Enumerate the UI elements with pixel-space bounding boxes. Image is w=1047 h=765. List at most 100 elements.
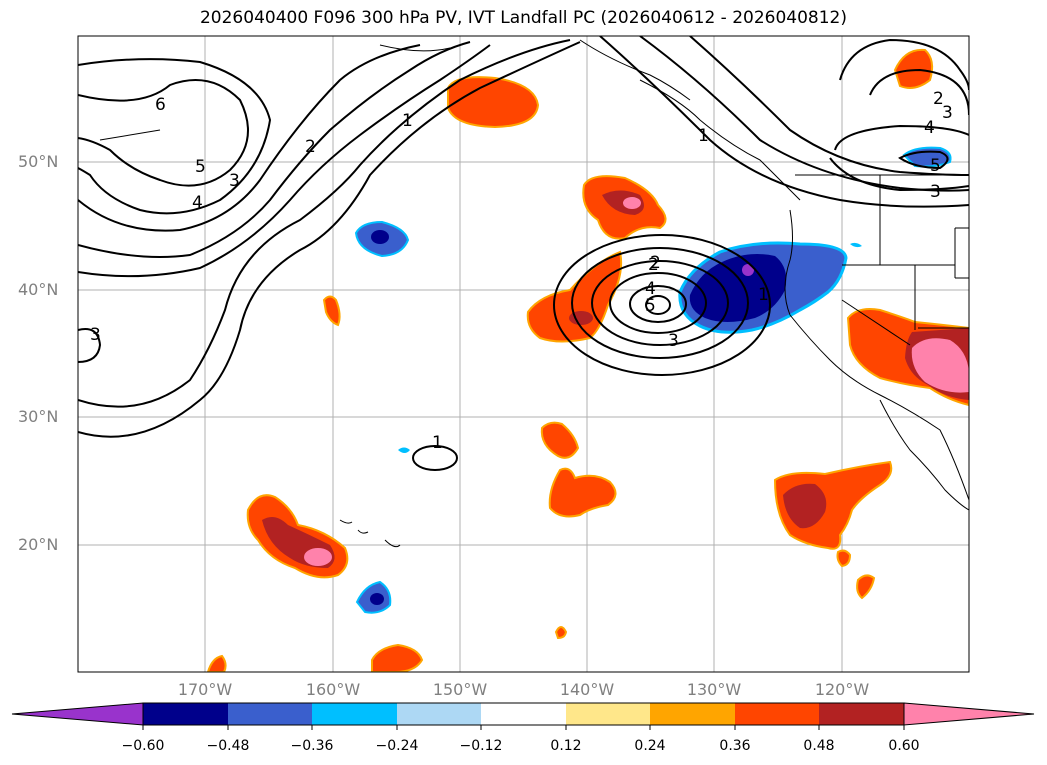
colorbar bbox=[11, 702, 1035, 730]
positive-anomaly-fills bbox=[206, 48, 969, 672]
colorbar-segment bbox=[819, 703, 904, 725]
colorbar-tick-label: 0.60 bbox=[888, 738, 920, 754]
fill-blob bbox=[370, 593, 384, 605]
fill-blob bbox=[742, 264, 754, 276]
colorbar-tick-label: 0.48 bbox=[803, 738, 835, 754]
coastline bbox=[384, 539, 401, 548]
contour-line bbox=[78, 41, 581, 438]
fill-blob bbox=[398, 447, 410, 453]
colorbar-tick-label: 0.24 bbox=[634, 738, 666, 754]
colorbar-segment bbox=[735, 703, 819, 725]
pv-contours bbox=[78, 36, 969, 471]
coastline bbox=[639, 79, 801, 201]
contour-label: 3 bbox=[942, 103, 953, 123]
longitude-label: 170°W bbox=[177, 680, 233, 699]
contour-line bbox=[689, 36, 969, 176]
coastlines bbox=[99, 39, 969, 548]
map-title: 2026040400 F096 300 hPa PV, IVT Landfall… bbox=[199, 8, 847, 28]
coastline bbox=[339, 519, 353, 524]
contour-line bbox=[645, 295, 671, 315]
colorbar-segment bbox=[397, 703, 481, 725]
contour-label: 5 bbox=[930, 156, 941, 176]
fill-blob bbox=[856, 574, 876, 600]
fill-blob bbox=[304, 548, 332, 566]
fill-blob bbox=[540, 421, 580, 459]
contour-label: 2 bbox=[650, 253, 661, 273]
contour-line bbox=[898, 150, 949, 170]
contour-label: 4 bbox=[924, 118, 935, 138]
contour-line bbox=[834, 124, 969, 151]
fill-blob bbox=[893, 48, 934, 89]
contour-label: 3 bbox=[668, 331, 679, 351]
fill-blob bbox=[322, 295, 341, 327]
colorbar-extend-high bbox=[903, 702, 1035, 726]
plot-frame bbox=[77, 35, 970, 673]
colorbar-segment bbox=[143, 703, 228, 725]
colorbar-tick-label: −0.60 bbox=[121, 738, 165, 754]
contour-label: 4 bbox=[192, 193, 203, 213]
colorbar-segment bbox=[228, 703, 312, 725]
fill-blob bbox=[689, 254, 787, 322]
contour-label: 1 bbox=[402, 111, 413, 131]
colorbar-segment bbox=[312, 703, 397, 725]
contour-line bbox=[78, 328, 102, 363]
colorbar-tick-label: −0.12 bbox=[459, 738, 503, 754]
contour-line bbox=[78, 44, 421, 232]
contour-label: 5 bbox=[195, 157, 206, 177]
contour-labels: 6 5 4 3 2 1 3 2 1 1 2 4 5 3 1 2 3 4 5 3 bbox=[90, 89, 953, 453]
contour-line bbox=[629, 285, 687, 323]
colorbar-segment bbox=[650, 703, 735, 725]
fill-blob bbox=[911, 338, 969, 393]
colorbar-tick-label: 0.36 bbox=[719, 738, 751, 754]
fill-blob bbox=[569, 311, 593, 325]
colorbar-segment bbox=[481, 703, 566, 725]
contour-line bbox=[599, 36, 969, 208]
contour-line bbox=[412, 445, 458, 471]
fill-blob bbox=[623, 197, 641, 209]
colorbar-extend-low bbox=[11, 702, 144, 726]
contour-line bbox=[591, 260, 729, 346]
contour-line bbox=[78, 58, 272, 215]
coastline bbox=[99, 129, 161, 141]
longitude-label: 150°W bbox=[432, 680, 488, 699]
contour-label: 2 bbox=[648, 255, 659, 275]
contour-line bbox=[869, 68, 969, 116]
contour-label: 5 bbox=[645, 296, 656, 316]
contour-label: 4 bbox=[645, 279, 656, 299]
fill-blob bbox=[447, 76, 540, 129]
contour-label: 2 bbox=[933, 89, 944, 109]
contour-label: 1 bbox=[698, 126, 709, 146]
contour-label: 3 bbox=[930, 182, 941, 202]
contour-line bbox=[553, 234, 771, 376]
contour-label: 2 bbox=[305, 137, 316, 157]
contour-line bbox=[609, 272, 707, 334]
fill-blob bbox=[554, 626, 568, 640]
coastline bbox=[579, 39, 691, 101]
fill-blob bbox=[548, 467, 617, 518]
latitude-label: 50°N bbox=[18, 152, 59, 171]
longitude-label: 140°W bbox=[559, 680, 615, 699]
contour-line bbox=[78, 44, 491, 278]
contour-label: 3 bbox=[90, 325, 101, 345]
contour-label: 1 bbox=[432, 433, 443, 453]
fill-blob bbox=[371, 643, 424, 672]
coastline bbox=[357, 529, 369, 534]
fill-blob bbox=[206, 654, 227, 672]
colorbar-tick-label: −0.24 bbox=[375, 738, 419, 754]
colorbar-tick-label: 0.12 bbox=[550, 738, 582, 754]
fill-blob bbox=[850, 242, 862, 248]
longitude-label: 160°W bbox=[305, 680, 361, 699]
latitude-label: 30°N bbox=[18, 407, 59, 426]
contour-line bbox=[78, 79, 249, 187]
colorbar-segment bbox=[566, 703, 650, 725]
longitude-label: 120°W bbox=[814, 680, 870, 699]
fill-blob bbox=[371, 230, 389, 244]
latitude-label: 20°N bbox=[18, 535, 59, 554]
coastline bbox=[879, 399, 969, 511]
contour-label: 3 bbox=[229, 171, 240, 191]
latitude-label: 40°N bbox=[18, 280, 59, 299]
contour-label: 6 bbox=[155, 95, 166, 115]
borders bbox=[795, 174, 969, 346]
contour-line bbox=[829, 157, 969, 192]
